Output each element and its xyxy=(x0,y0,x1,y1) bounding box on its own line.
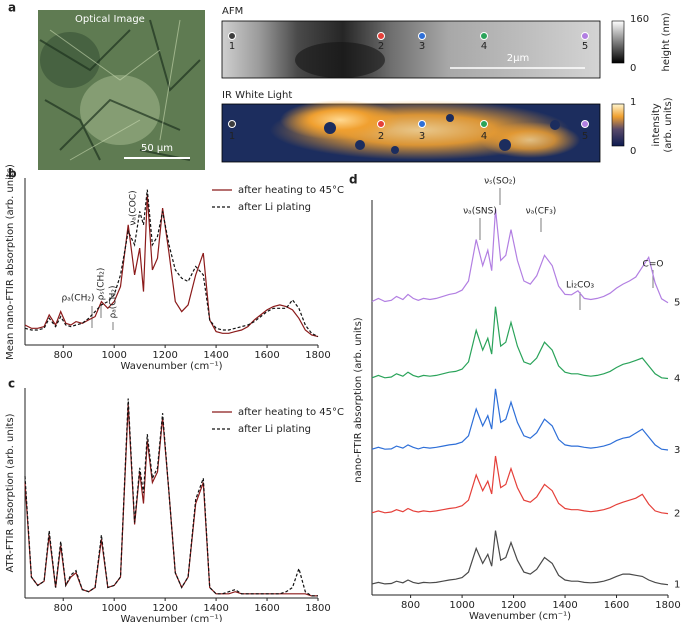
colorbar xyxy=(611,20,625,64)
colorbar-label: height (nm) xyxy=(661,12,672,71)
annotation: Li₂CO₃ xyxy=(566,281,594,291)
sample-point xyxy=(377,32,385,40)
spectrum-line xyxy=(371,530,669,586)
series-label: 2 xyxy=(674,509,680,520)
x-tick-label: 1800 xyxy=(655,600,680,611)
x-tick-label: 800 xyxy=(54,603,73,614)
x-tick-label: 800 xyxy=(54,350,73,361)
legend-label: after Li plating xyxy=(238,424,311,435)
spectrum-line xyxy=(371,455,669,515)
x-tick-label: 800 xyxy=(401,600,420,611)
ir-image xyxy=(221,100,601,163)
annotation: ρₛ(CH₂) xyxy=(97,268,107,301)
series-label: 4 xyxy=(674,374,680,385)
optical-image xyxy=(38,10,205,170)
point-label: 1 xyxy=(229,131,235,142)
panel-label: c xyxy=(8,377,15,391)
x-tick-label: 1400 xyxy=(552,600,577,611)
legend-label: after heating to 45°C xyxy=(238,185,344,196)
y-axis-label: nano-FTIR absorption (arb. units) xyxy=(353,317,364,483)
x-tick-label: 1600 xyxy=(254,350,279,361)
y-axis-label: ATR-FTIR absorption (arb. units) xyxy=(5,413,16,572)
point-label: 3 xyxy=(419,41,425,52)
sample-point xyxy=(418,120,426,128)
spectrum-line xyxy=(24,189,319,338)
panel-label: d xyxy=(349,173,358,187)
legend-label: after Li plating xyxy=(238,202,311,213)
colorbar-min: 0 xyxy=(630,146,636,157)
point-label: 2 xyxy=(378,41,384,52)
x-tick-label: 1600 xyxy=(604,600,629,611)
panel-label: b xyxy=(8,167,17,181)
afm-image xyxy=(221,20,601,79)
legend-label: after heating to 45°C xyxy=(238,407,344,418)
point-label: 4 xyxy=(481,41,487,52)
colorbar-min: 0 xyxy=(630,63,636,74)
colorbar-max: 1 xyxy=(630,97,636,108)
annotation: νₐ(SNS) xyxy=(463,207,497,217)
spectrum-line xyxy=(24,398,318,597)
sample-point xyxy=(581,32,589,40)
x-axis-label: Wavenumber (cm⁻¹) xyxy=(121,614,223,622)
x-tick-label: 1000 xyxy=(101,350,126,361)
scale-bar-label: 2µm xyxy=(507,53,529,64)
image-title: IR White Light xyxy=(222,90,292,101)
sample-point xyxy=(377,120,385,128)
annotation: C=O xyxy=(643,260,664,270)
x-tick-label: 1800 xyxy=(305,603,330,614)
scale-bar-label: 50 µm xyxy=(141,143,173,154)
x-tick-label: 1600 xyxy=(254,603,279,614)
sample-point xyxy=(581,120,589,128)
series-label: 5 xyxy=(674,298,680,309)
sample-point xyxy=(228,32,236,40)
colorbar xyxy=(611,103,625,147)
image-title: Optical Image xyxy=(75,14,145,25)
colorbar-label: intensity xyxy=(651,103,662,146)
x-tick-label: 1000 xyxy=(449,600,474,611)
point-label: 2 xyxy=(378,131,384,142)
x-tick-label: 1200 xyxy=(152,350,177,361)
point-label: 5 xyxy=(582,131,588,142)
panel-label: a xyxy=(8,1,16,15)
x-tick-label: 1400 xyxy=(203,350,228,361)
spectrum-line xyxy=(24,194,319,338)
x-tick-label: 1400 xyxy=(203,603,228,614)
series-label: 1 xyxy=(674,580,680,591)
series-label: 3 xyxy=(674,445,680,456)
sample-point xyxy=(480,120,488,128)
colorbar-max: 160 xyxy=(630,14,649,25)
annotation: νₐ(CF₃) xyxy=(526,207,557,217)
x-axis-label: Wavenumber (cm⁻¹) xyxy=(469,611,571,622)
point-label: 5 xyxy=(582,41,588,52)
y-axis-label: Mean nano-FTIR absorption (arb. units) xyxy=(5,164,16,360)
image-title: AFM xyxy=(222,6,243,17)
sample-point xyxy=(418,32,426,40)
spectrum-line xyxy=(371,209,669,304)
annotation: νₐ(COC) xyxy=(129,190,139,225)
x-tick-label: 1200 xyxy=(501,600,526,611)
point-label: 1 xyxy=(229,41,235,52)
sample-point xyxy=(228,120,236,128)
annotation: ρₐ(CH₂) xyxy=(109,286,119,319)
x-axis-label: Wavenumber (cm⁻¹) xyxy=(121,361,223,372)
sample-point xyxy=(480,32,488,40)
point-label: 3 xyxy=(419,131,425,142)
x-tick-label: 1800 xyxy=(305,350,330,361)
spectrum-line xyxy=(371,306,669,380)
x-tick-label: 1000 xyxy=(101,603,126,614)
point-label: 4 xyxy=(481,131,487,142)
annotation: νₛ(SO₂) xyxy=(484,177,516,187)
colorbar-label: (arb. units) xyxy=(663,97,674,152)
x-tick-label: 1200 xyxy=(152,603,177,614)
spectrum-line xyxy=(371,388,669,451)
annotation: ρₐ(CH₂) xyxy=(62,294,95,304)
